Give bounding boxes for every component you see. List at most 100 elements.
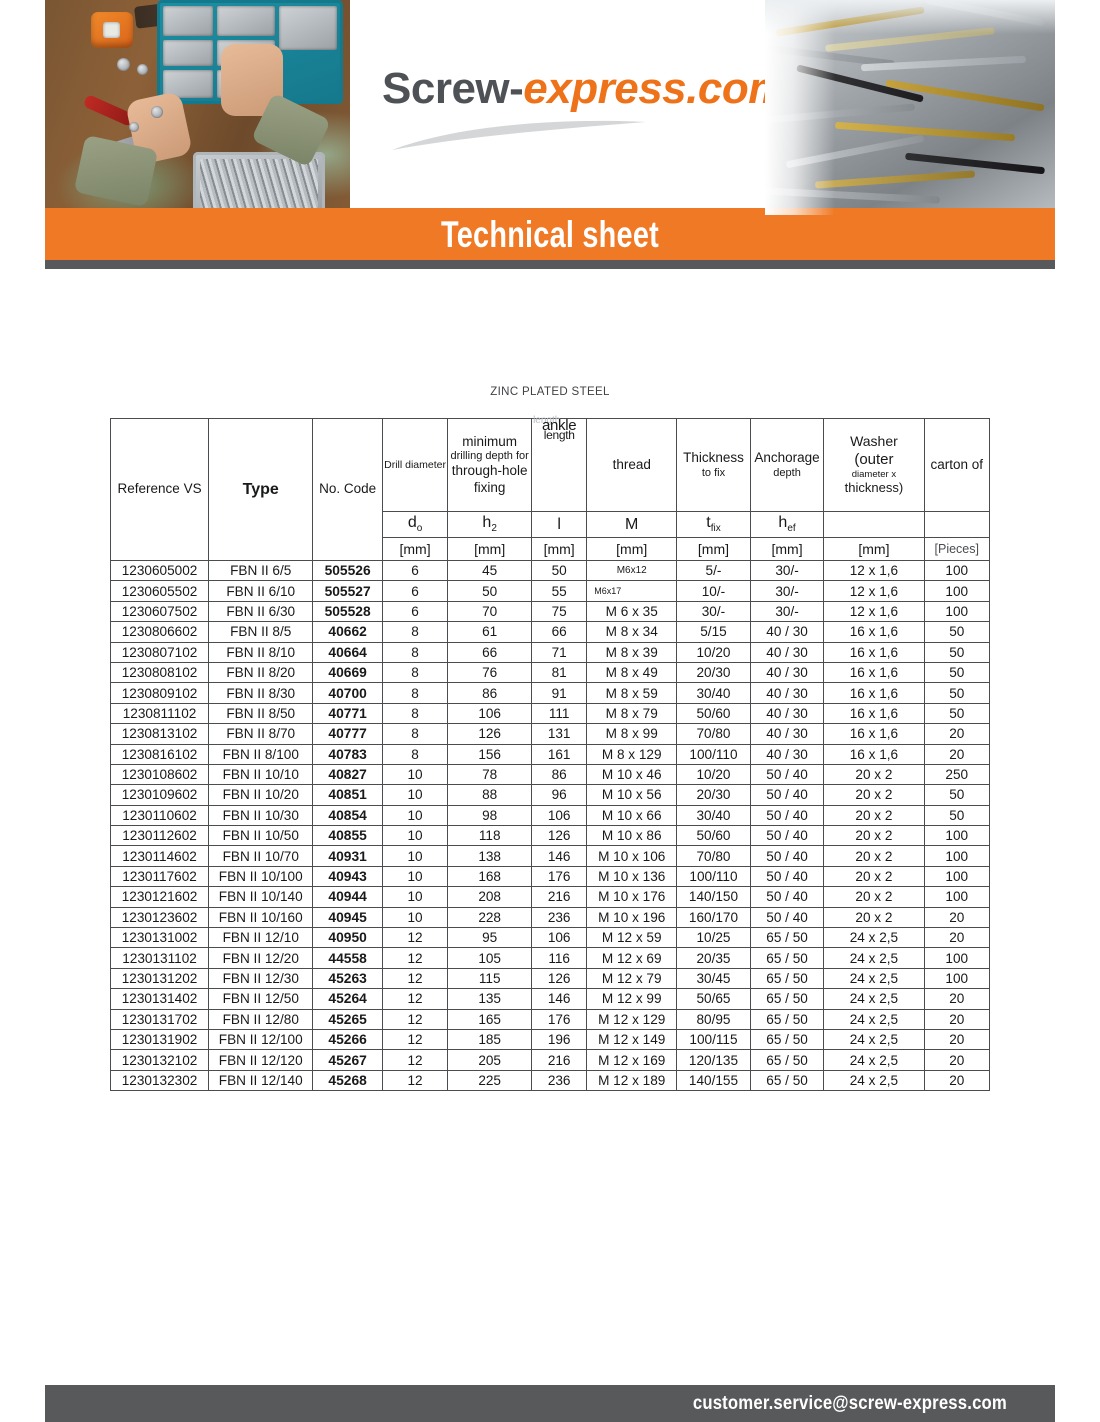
cell-thread: M 10 x 196 bbox=[586, 906, 678, 929]
cell-anchorage: 50 / 40 bbox=[749, 845, 825, 867]
cell-drilling-depth: 115 bbox=[447, 967, 533, 990]
cell-drill-diameter: 12 bbox=[381, 967, 449, 990]
cell-drilling-depth: 86 bbox=[447, 682, 533, 704]
cell-carton: 20 bbox=[923, 988, 990, 1010]
cell-reference: 1230807102 bbox=[109, 641, 210, 663]
symbol-m: M bbox=[586, 511, 678, 538]
material-label: ZINC PLATED STEEL bbox=[490, 386, 610, 398]
cell-anchorage: 65 / 50 bbox=[749, 927, 825, 949]
cell-code: 40669 bbox=[312, 661, 383, 684]
cell-thread: M6x17 bbox=[586, 580, 678, 602]
cell-thickness: 30/- bbox=[676, 600, 751, 623]
cell-code: 40854 bbox=[312, 804, 383, 827]
logo-swoosh-icon bbox=[390, 118, 648, 152]
cell-thread: M 8 x 34 bbox=[586, 621, 678, 643]
cell-reference: 1230605002 bbox=[109, 559, 210, 582]
technical-sheet-banner: Technical sheet bbox=[45, 208, 1055, 260]
cell-drill-diameter: 12 bbox=[381, 1008, 449, 1030]
washer-line3: diameter x bbox=[851, 468, 897, 480]
cell-drilling-depth: 168 bbox=[447, 865, 533, 888]
cell-reference: 1230808102 bbox=[109, 661, 210, 684]
cell-thickness: 30/40 bbox=[676, 682, 751, 704]
cell-ankle-length: 131 bbox=[531, 723, 588, 745]
cell-code: 45266 bbox=[312, 1028, 383, 1051]
cell-drilling-depth: 185 bbox=[447, 1028, 533, 1051]
cell-thickness: 140/155 bbox=[676, 1069, 751, 1092]
cell-code: 505526 bbox=[312, 559, 383, 582]
cell-ankle-length: 126 bbox=[531, 825, 588, 847]
cell-carton: 20 bbox=[923, 906, 990, 929]
cell-carton: 100 bbox=[923, 865, 990, 888]
ankle-length-line1: ankle bbox=[541, 417, 577, 434]
cell-type: FBN II 12/140 bbox=[208, 1069, 314, 1092]
cell-reference: 1230121602 bbox=[109, 886, 210, 908]
cell-drill-diameter: 10 bbox=[381, 763, 449, 786]
cell-ankle-length: 216 bbox=[531, 886, 588, 908]
cell-thickness: 140/150 bbox=[676, 886, 751, 908]
cell-drill-diameter: 10 bbox=[381, 784, 449, 806]
cell-ankle-length: 71 bbox=[531, 641, 588, 663]
cell-thread: M 12 x 69 bbox=[586, 947, 678, 969]
cell-drilling-depth: 61 bbox=[447, 621, 533, 643]
cell-washer: 24 x 2,5 bbox=[823, 967, 925, 990]
cell-ankle-length: 91 bbox=[531, 682, 588, 704]
cell-washer: 20 x 2 bbox=[823, 825, 925, 847]
cell-drilling-depth: 88 bbox=[447, 784, 533, 806]
cell-anchorage: 65 / 50 bbox=[749, 1049, 825, 1071]
table-row: 1230123602 FBN II 10/160 40945 10 228 236 M 10… bbox=[109, 906, 990, 929]
cell-type: FBN II 6/5 bbox=[208, 559, 314, 582]
cell-code: 505527 bbox=[312, 580, 383, 602]
cell-anchorage: 50 / 40 bbox=[749, 906, 825, 929]
cell-reference: 1230813102 bbox=[109, 723, 210, 745]
cell-carton: 100 bbox=[923, 600, 990, 623]
cell-carton: 50 bbox=[923, 784, 990, 806]
cell-reference: 1230816102 bbox=[109, 743, 210, 765]
cell-drilling-depth: 70 bbox=[447, 600, 533, 623]
col-header-ankle-length: length ankle length bbox=[531, 416, 588, 512]
col-header-thread: thread bbox=[586, 418, 678, 512]
cell-anchorage: 50 / 40 bbox=[749, 784, 825, 806]
cell-code: 40664 bbox=[312, 641, 383, 663]
drilling-depth-line1: minimum bbox=[462, 433, 518, 449]
cell-drill-diameter: 10 bbox=[381, 845, 449, 867]
col-header-drilling-depth: minimum drilling depth for through-hole … bbox=[447, 418, 533, 512]
cell-anchorage: 65 / 50 bbox=[749, 967, 825, 990]
contact-email[interactable]: customer.service@screw-express.com bbox=[692, 1393, 1007, 1414]
cell-ankle-length: 176 bbox=[531, 865, 588, 888]
cell-type: FBN II 8/5 bbox=[208, 621, 314, 643]
cell-code: 40827 bbox=[312, 763, 383, 786]
cell-washer: 24 x 2,5 bbox=[823, 1069, 925, 1092]
cell-drilling-depth: 78 bbox=[447, 763, 533, 786]
col-header-drill-diameter: Drill diameter bbox=[381, 418, 449, 512]
unit-carton: [Pieces] bbox=[923, 537, 990, 561]
cell-thickness: 70/80 bbox=[676, 845, 751, 867]
cell-thickness: 100/110 bbox=[676, 865, 751, 888]
table-row: 1230131102 FBN II 12/20 44558 12 105 116 M 12 … bbox=[109, 947, 990, 969]
cell-thickness: 10/- bbox=[676, 580, 751, 602]
cell-anchorage: 40 / 30 bbox=[749, 743, 825, 765]
cell-thread: M 8 x 129 bbox=[586, 743, 678, 765]
cell-code: 40944 bbox=[312, 886, 383, 908]
thickness-line2: to fix bbox=[701, 466, 726, 479]
cell-reference: 1230108602 bbox=[109, 763, 210, 786]
cell-code: 40777 bbox=[312, 723, 383, 745]
cell-thread: M 12 x 149 bbox=[586, 1028, 678, 1051]
cell-anchorage: 50 / 40 bbox=[749, 865, 825, 888]
cell-code: 40662 bbox=[312, 621, 383, 643]
cell-anchorage: 30/- bbox=[749, 580, 825, 602]
cell-drill-diameter: 12 bbox=[381, 1028, 449, 1051]
cell-thread: M 8 x 59 bbox=[586, 682, 678, 704]
cell-drill-diameter: 12 bbox=[381, 1069, 449, 1092]
cell-washer: 16 x 1,6 bbox=[823, 641, 925, 663]
cell-drill-diameter: 8 bbox=[381, 621, 449, 643]
cell-reference: 1230131902 bbox=[109, 1028, 210, 1051]
cell-drilling-depth: 118 bbox=[447, 825, 533, 847]
cell-thread: M 8 x 39 bbox=[586, 641, 678, 663]
cell-drilling-depth: 98 bbox=[447, 804, 533, 827]
col-header-anchorage: Anchorage depth bbox=[749, 418, 825, 512]
cell-washer: 20 x 2 bbox=[823, 763, 925, 786]
cell-type: FBN II 6/30 bbox=[208, 600, 314, 623]
cell-thickness: 20/35 bbox=[676, 947, 751, 969]
cell-carton: 100 bbox=[923, 967, 990, 990]
cell-ankle-length: 75 bbox=[531, 600, 588, 623]
